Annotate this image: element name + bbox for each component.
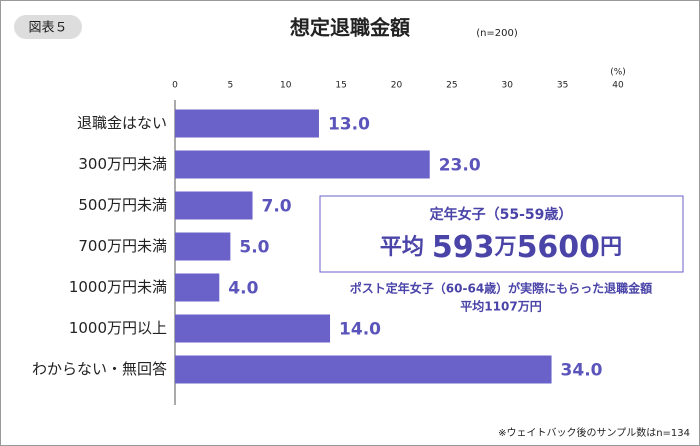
x-tick-label: 20 xyxy=(391,81,403,91)
y-tick-label: 300万円未満 xyxy=(78,155,167,173)
footnote: ※ウェイトバック後のサンプル数はn=134 xyxy=(498,426,690,439)
value-label: 23.0 xyxy=(439,156,481,176)
y-tick-label: 700万円未満 xyxy=(78,237,167,255)
x-tick-label: 40 xyxy=(612,81,624,91)
callout-part: 593 xyxy=(432,230,495,265)
value-label: 13.0 xyxy=(328,115,370,135)
x-tick-label: 0 xyxy=(172,81,178,91)
bar xyxy=(175,191,253,220)
y-tick-label: 500万円未満 xyxy=(78,196,167,214)
bar xyxy=(175,109,319,138)
value-label: 5.0 xyxy=(239,238,269,258)
x-tick-label: 35 xyxy=(557,81,568,91)
value-label: 34.0 xyxy=(561,361,603,381)
x-tick-label: 5 xyxy=(228,81,234,91)
value-label: 14.0 xyxy=(339,320,381,340)
bar xyxy=(175,150,430,179)
unit: (%) xyxy=(610,68,626,78)
callout-part: 5600 xyxy=(517,230,601,265)
bar xyxy=(175,355,552,384)
x-tick-label: 10 xyxy=(280,81,292,91)
callout-main: 平均 593万5600円 xyxy=(380,230,622,265)
x-tick-label: 15 xyxy=(335,81,346,91)
bar xyxy=(175,232,231,261)
badge: 図表５ xyxy=(28,21,67,36)
badge-bg xyxy=(14,15,82,39)
y-tick-label: わからない・無回答 xyxy=(32,360,167,378)
callout-box xyxy=(319,195,684,273)
bar xyxy=(175,314,331,343)
y-tick-label: 退職金はない xyxy=(77,114,167,132)
callout-part: 万 xyxy=(494,235,517,260)
callout-note: ポスト定年女子（60-64歳）が実際にもらった退職金額 xyxy=(350,281,652,296)
callout-title: 定年女子（55-59歳） xyxy=(430,206,573,223)
callout-part: 円 xyxy=(600,235,622,260)
callout-note-value: 平均1107万円 xyxy=(460,299,541,314)
chart-title: 想定退職金額 xyxy=(290,16,410,40)
bar xyxy=(175,273,220,302)
subtitle: (n=200) xyxy=(476,28,518,39)
callout-part: 平均 xyxy=(380,234,424,260)
value-label: 7.0 xyxy=(262,197,292,217)
x-tick-label: 30 xyxy=(502,81,514,91)
x-tick-label: 25 xyxy=(446,81,457,91)
y-tick-label: 1000万円以上 xyxy=(69,319,167,337)
y-tick-label: 1000万円未満 xyxy=(69,278,167,296)
value-label: 4.0 xyxy=(228,279,258,299)
